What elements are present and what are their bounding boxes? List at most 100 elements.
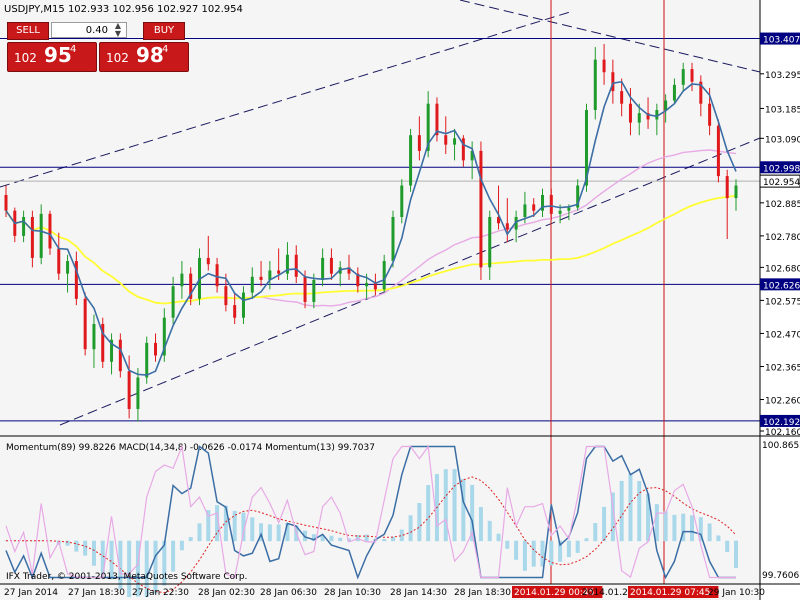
one-click-trade-panel: SELL 0.40 ▲ ▼ BUY 102 95 4 102 98 4	[3, 2, 189, 72]
sell-price-big: 95	[44, 43, 72, 67]
candle-body	[567, 207, 571, 211]
candle-body	[417, 135, 421, 151]
candle-body	[681, 69, 685, 85]
candle-body	[593, 59, 597, 110]
candle-body	[699, 81, 703, 104]
macd-bar	[267, 524, 272, 542]
sell-price-button[interactable]: 102 95 4	[7, 42, 97, 72]
candle-body	[92, 324, 96, 350]
candle-body	[523, 204, 527, 217]
macd-bar	[399, 529, 404, 542]
candle-body	[708, 103, 712, 126]
macd-bar	[619, 480, 624, 542]
candle-body	[426, 103, 430, 151]
candle-body	[127, 371, 131, 409]
indicator-y-label: 99.7606	[762, 571, 799, 581]
candle-body	[620, 91, 624, 104]
candle-body	[584, 110, 588, 186]
candle-body	[57, 248, 61, 274]
candle-body	[558, 210, 562, 214]
lot-up-icon[interactable]: ▲	[114, 21, 122, 30]
lot-down-icon[interactable]: ▼	[114, 29, 122, 38]
macd-bar	[566, 540, 571, 558]
x-tick-label: 28 Jan 06:30	[260, 588, 317, 598]
candle-body	[488, 217, 492, 268]
macd-bar	[118, 540, 123, 589]
macd-bar	[390, 536, 395, 542]
macd-bar	[470, 484, 475, 542]
y-tick-label: 102.260	[765, 397, 800, 407]
macd-bar	[364, 534, 369, 542]
ma-fast-line	[5, 80, 737, 376]
candle-body	[206, 257, 210, 265]
macd-bar	[690, 515, 695, 542]
candle-body	[716, 125, 720, 177]
macd-bar	[628, 473, 633, 542]
macd-bar	[311, 534, 316, 542]
sell-tab-button[interactable]: SELL	[7, 22, 49, 40]
macd-bar	[171, 540, 176, 572]
macd-bar	[91, 540, 96, 566]
macd-bar	[144, 540, 149, 597]
macd-bar	[259, 523, 264, 542]
chart-title: USDJPY,M15 102.933 102.956 102.927 102.9…	[4, 4, 243, 15]
candle-body	[637, 113, 641, 123]
candle-body	[215, 264, 219, 287]
x-tick-label: 28 Jan 14:30	[390, 588, 447, 598]
candle-body	[312, 279, 316, 302]
macd-bar	[707, 523, 712, 542]
macd-bar	[329, 535, 334, 542]
current-price-tag	[759, 174, 800, 188]
candle-body	[602, 59, 606, 73]
indicator-y-label: 100.8652	[762, 441, 800, 451]
candle-body	[22, 217, 26, 236]
y-tick-label: 102.680	[765, 264, 800, 274]
macd-bar	[74, 540, 79, 552]
candle-body	[479, 150, 483, 268]
candle-body	[409, 135, 413, 186]
candle-body	[39, 213, 43, 258]
macd-bar	[505, 540, 510, 549]
candle-body	[655, 110, 659, 120]
price-level-label: 102.998	[763, 164, 800, 174]
price-level-label: 102.192	[763, 418, 800, 428]
macd-bar	[162, 540, 167, 586]
buy-tab-button[interactable]: BUY	[143, 22, 185, 40]
candle-body	[136, 377, 140, 409]
candle-body	[532, 204, 536, 211]
macd-bar	[109, 540, 114, 580]
y-tick-label: 103.185	[765, 105, 800, 115]
macd-bar	[65, 540, 70, 546]
price-level-tag	[760, 414, 800, 427]
macd-bar	[408, 515, 413, 542]
candle-body	[435, 103, 439, 136]
candle-body	[277, 270, 281, 274]
y-tick-label: 103.295	[765, 71, 800, 81]
candle-body	[154, 342, 158, 356]
x-tick-label: 27 Jan 2014	[4, 588, 58, 598]
macd-bar	[487, 520, 492, 542]
buy-price-button[interactable]: 102 98 4	[99, 42, 189, 72]
candle-body	[66, 261, 70, 274]
candle-body	[4, 194, 8, 211]
macd-bar	[593, 523, 598, 542]
macd-bar	[461, 478, 466, 542]
candle-body	[224, 286, 228, 306]
y-tick-label: 102.575	[765, 297, 800, 307]
y-tick-label: 102.365	[765, 363, 800, 373]
macd-bar	[672, 514, 677, 542]
macd-bar	[276, 524, 281, 542]
x-tick-label: 28 Jan 10:30	[324, 588, 381, 598]
candle-body	[145, 342, 149, 378]
candle-body	[576, 185, 580, 208]
indicator-label: Momentum(89) 99.8226 MACD(14,34,8) -0.06…	[6, 443, 375, 453]
y-tick-label: 103.090	[765, 135, 800, 145]
candle-body	[549, 194, 553, 214]
price-level-tag	[760, 278, 800, 291]
ma-slow-line	[5, 194, 737, 305]
x-tick-label: 28 Jan 02:30	[198, 588, 255, 598]
x-tick-label: 2014.01.29 07:45	[630, 588, 710, 598]
candle-body	[189, 273, 193, 299]
lot-size-input[interactable]: 0.40	[51, 22, 127, 38]
